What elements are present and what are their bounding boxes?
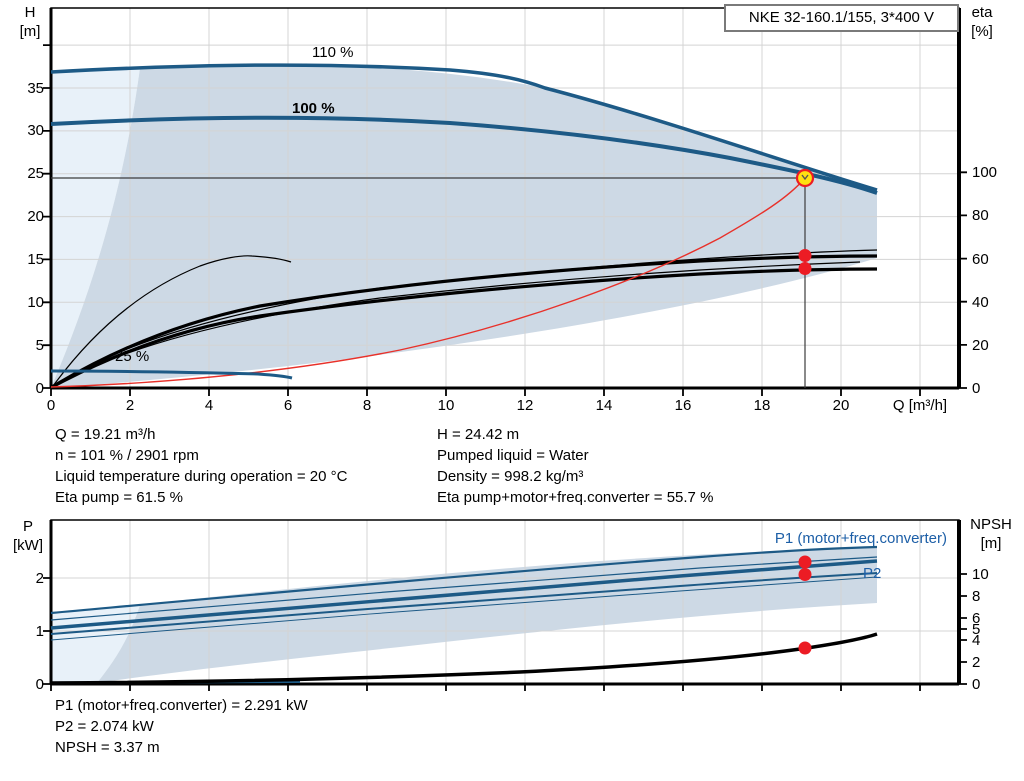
head-curve-25: [50, 369, 293, 380]
svg-text:8: 8: [972, 588, 980, 605]
eta-total-marker: [798, 262, 812, 275]
p-bottom-ticks: [50, 684, 921, 691]
hq-envelope-light: [51, 68, 140, 388]
duty-info-right-column: H = 24.42 m Pumped liquid = Water Densit…: [437, 424, 713, 508]
svg-text:5: 5: [36, 337, 44, 354]
svg-text:20: 20: [972, 337, 989, 354]
system-curve: [50, 177, 806, 388]
hq-y-left-tick-labels: 0 5 10 15 20 25 30 35: [27, 80, 44, 397]
svg-text:0: 0: [47, 397, 55, 414]
eta-pump-marker: [798, 249, 812, 262]
npsh-value: NPSH = 3.37 m: [55, 739, 160, 756]
hq-left-ticks: [43, 44, 51, 389]
npsh-tick-labels: 0 2 4 5 6 8 10: [972, 566, 989, 693]
svg-text:2: 2: [36, 570, 44, 587]
p1-value: P1 (motor+freq.converter) = 2.291 kW: [55, 697, 308, 714]
head-curve-110: [50, 63, 878, 192]
q-value: Q = 19.21 m³/h: [55, 426, 156, 443]
power-npsh-chart: P1 (motor+freq.converter) P2 0 1 2 0 2 4…: [36, 519, 989, 693]
svg-text:6: 6: [284, 397, 292, 414]
p2-value: P2 = 2.074 kW: [55, 718, 154, 735]
svg-text:4: 4: [972, 632, 980, 649]
svg-text:5: 5: [972, 621, 980, 638]
svg-text:16: 16: [675, 397, 692, 414]
svg-text:10: 10: [438, 397, 455, 414]
svg-text:2: 2: [972, 654, 980, 671]
svg-text:12: 12: [517, 397, 534, 414]
p-envelope: [97, 548, 877, 683]
duty-info-left-column: Q = 19.21 m³/h n = 101 % / 2901 rpm Liqu…: [55, 424, 347, 508]
p2-110-curve: [50, 556, 878, 621]
eta-curve-reduced-speed-arc: [52, 255, 292, 387]
svg-text:0: 0: [36, 380, 44, 397]
svg-text:0: 0: [36, 676, 44, 693]
pump-type-title: NKE 32-160.1/155, 3*400 V: [724, 4, 959, 32]
svg-text:2: 2: [126, 397, 134, 414]
label-100-percent: 100 %: [292, 100, 335, 117]
h-axis-label: H [m]: [19, 4, 41, 40]
svg-text:10: 10: [27, 294, 44, 311]
duty-point[interactable]: [795, 168, 815, 188]
svg-text:6: 6: [972, 610, 980, 627]
p-left-ticks: [43, 577, 51, 685]
p1-curve-label: P1 (motor+freq.converter): [775, 530, 947, 547]
svg-text:30: 30: [27, 122, 44, 139]
hq-bottom-ticks: [50, 388, 921, 396]
svg-text:8: 8: [363, 397, 371, 414]
svg-text:18: 18: [754, 397, 771, 414]
hq-chart: 110 % 100 % 25 % 0 5 10 15 20 25 30 35 0…: [27, 7, 997, 414]
svg-text:80: 80: [972, 207, 989, 224]
p2-curve-label: P2: [863, 565, 881, 582]
label-25-percent: 25 %: [115, 348, 149, 365]
p-y-left-tick-labels: 0 1 2: [36, 570, 44, 693]
p-thin-lower-curve: [50, 576, 878, 641]
hq-grid: [51, 8, 959, 388]
eta-total-curve: [51, 267, 878, 389]
q-axis-unit-label: Q [m³/h]: [893, 397, 947, 414]
npsh-marker: [798, 641, 812, 655]
svg-text:10: 10: [972, 566, 989, 583]
svg-text:15: 15: [27, 251, 44, 268]
hq-y-right-tick-labels: 0 20 40 60 80 100: [972, 164, 997, 397]
svg-text:0: 0: [972, 380, 980, 397]
svg-text:40: 40: [972, 294, 989, 311]
svg-text:60: 60: [972, 251, 989, 268]
hq-right-ticks: [959, 171, 967, 389]
power-info-block: P1 (motor+freq.converter) = 2.291 kW P2 …: [55, 695, 308, 758]
svg-text:14: 14: [596, 397, 613, 414]
p2-marker: [798, 568, 812, 581]
npsh-right-ticks: [959, 573, 967, 685]
label-110-percent: 110 %: [312, 44, 353, 61]
h-value: H = 24.42 m: [437, 426, 520, 443]
pumped-liquid-value: Pumped liquid = Water: [437, 447, 589, 464]
svg-text:4: 4: [205, 397, 213, 414]
hq-envelope: [51, 64, 877, 389]
svg-text:20: 20: [27, 208, 44, 225]
svg-text:25: 25: [27, 165, 44, 182]
eta-axis-label: eta [%]: [971, 4, 993, 40]
eta-pump-curve: [51, 254, 878, 389]
svg-text:1: 1: [36, 623, 44, 640]
eta-total-value: Eta pump+motor+freq.converter = 55.7 %: [437, 489, 714, 506]
hq-x-tick-labels: 0 2 4 6 8 10 12 14 16 18 20 Q [m³/h]: [47, 397, 947, 414]
p1-marker: [798, 555, 812, 569]
density-value: Density = 998.2 kg/m³: [437, 468, 584, 485]
svg-text:35: 35: [27, 80, 44, 97]
p1-110-curve: [50, 545, 878, 615]
liquid-temperature-value: Liquid temperature during operation = 20…: [55, 468, 348, 485]
head-curve-100: [50, 115, 878, 195]
eta-pump-value: Eta pump = 61.5 %: [55, 489, 183, 506]
n-value: n = 101 % / 2901 rpm: [55, 447, 199, 464]
npsh-axis-label: NPSH [m]: [970, 516, 1012, 552]
svg-text:100: 100: [972, 164, 997, 181]
p-axis-label: P [kW]: [13, 518, 43, 554]
svg-text:0: 0: [972, 676, 980, 693]
svg-text:20: 20: [833, 397, 850, 414]
